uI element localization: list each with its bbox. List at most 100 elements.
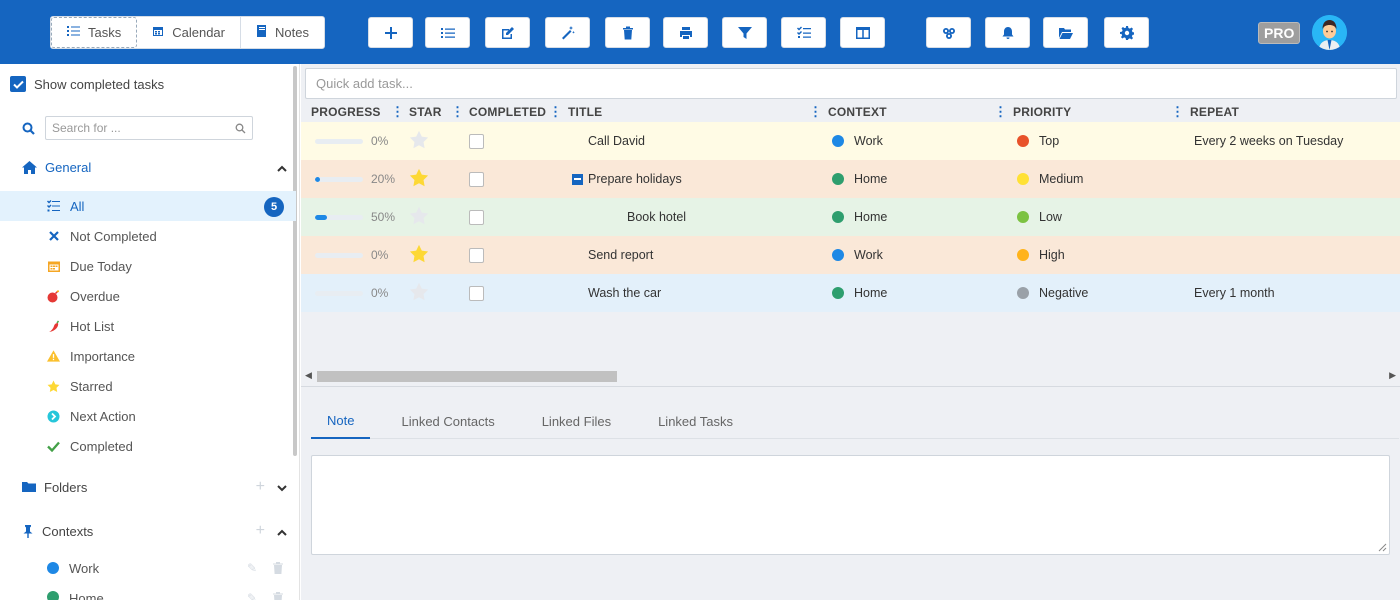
- scroll-right-icon[interactable]: ▶: [1389, 370, 1396, 380]
- priority-cell[interactable]: Low: [1017, 198, 1062, 236]
- filter-button[interactable]: [722, 17, 767, 48]
- column-menu-icon[interactable]: ⋮: [451, 104, 464, 119]
- delete-button[interactable]: [605, 17, 650, 48]
- chevron-down-icon[interactable]: [277, 480, 287, 495]
- chevron-up-icon[interactable]: [277, 524, 287, 539]
- title-cell[interactable]: Wash the car: [572, 274, 661, 312]
- completed-cell[interactable]: [469, 198, 484, 236]
- horizontal-scrollbar[interactable]: ◀ ▶: [301, 369, 1400, 383]
- title-cell[interactable]: Prepare holidays: [572, 160, 682, 198]
- progress-cell[interactable]: 20%: [315, 160, 395, 198]
- sidebar-item-not-completed[interactable]: Not Completed: [0, 221, 296, 251]
- completed-checkbox[interactable]: [469, 285, 484, 301]
- priority-cell[interactable]: High: [1017, 236, 1065, 274]
- column-menu-icon[interactable]: ⋮: [1171, 104, 1184, 119]
- add-task-button[interactable]: [368, 17, 413, 48]
- star-cell[interactable]: [409, 198, 429, 236]
- sidebar-context-work[interactable]: Work ✎: [0, 553, 296, 583]
- table-row[interactable]: 0% Wash the car Home Negative Every 1 month: [301, 274, 1400, 312]
- sidebar-scrollbar[interactable]: [293, 66, 297, 456]
- priority-cell[interactable]: Top: [1017, 122, 1059, 160]
- print-button[interactable]: [663, 17, 708, 48]
- sidebar-item-overdue[interactable]: Overdue: [0, 281, 296, 311]
- edit-icon[interactable]: ✎: [247, 591, 258, 600]
- star-icon[interactable]: [409, 206, 429, 229]
- title-cell[interactable]: Call David: [572, 122, 645, 160]
- sidebar-item-hot-list[interactable]: Hot List: [0, 311, 296, 341]
- show-completed-toggle[interactable]: Show completed tasks: [10, 76, 164, 92]
- sidebar-item-all[interactable]: All 5: [0, 191, 296, 221]
- quick-add-input[interactable]: Quick add task...: [305, 68, 1397, 99]
- section-folders[interactable]: Folders +: [22, 478, 287, 496]
- tab-calendar[interactable]: Calendar: [137, 17, 241, 48]
- star-icon[interactable]: [409, 130, 429, 153]
- table-row[interactable]: 0% Call David Work Top Every 2 weeks on Tues…: [301, 122, 1400, 160]
- star-cell[interactable]: [409, 122, 429, 160]
- open-folder-button[interactable]: [1043, 17, 1088, 48]
- resize-handle-icon[interactable]: [1378, 543, 1387, 552]
- trash-icon[interactable]: [273, 562, 283, 577]
- tab-linked-contacts[interactable]: Linked Contacts: [401, 414, 495, 429]
- column-header-progress[interactable]: PROGRESS: [311, 105, 381, 119]
- progress-cell[interactable]: 0%: [315, 122, 388, 160]
- column-menu-icon[interactable]: ⋮: [391, 104, 404, 119]
- add-folder-icon[interactable]: +: [255, 478, 265, 495]
- context-cell[interactable]: Home: [832, 198, 887, 236]
- progress-cell[interactable]: 0%: [315, 236, 388, 274]
- completed-cell[interactable]: [469, 160, 484, 198]
- sidebar-item-completed[interactable]: Completed: [0, 431, 296, 461]
- repeat-cell[interactable]: Every 1 month: [1194, 274, 1275, 312]
- completed-checkbox[interactable]: [469, 209, 484, 225]
- search-field-icon[interactable]: [235, 123, 246, 134]
- star-cell[interactable]: [409, 160, 429, 198]
- star-icon[interactable]: [409, 282, 429, 305]
- repeat-cell[interactable]: Every 2 weeks on Tuesday: [1194, 122, 1343, 160]
- show-completed-checkbox[interactable]: [10, 76, 26, 92]
- star-cell[interactable]: [409, 274, 429, 312]
- column-header-context[interactable]: CONTEXT: [828, 105, 887, 119]
- pro-badge[interactable]: PRO: [1258, 22, 1301, 44]
- column-header-priority[interactable]: PRIORITY: [1013, 105, 1072, 119]
- scrollbar-thumb[interactable]: [317, 371, 617, 382]
- progress-cell[interactable]: 0%: [315, 274, 388, 312]
- table-row[interactable]: 50% Book hotel Home Low: [301, 198, 1400, 236]
- columns-button[interactable]: [840, 17, 885, 48]
- column-menu-icon[interactable]: ⋮: [994, 104, 1007, 119]
- edit-icon[interactable]: ✎: [247, 561, 258, 575]
- tab-notes[interactable]: Notes: [241, 17, 324, 48]
- context-cell[interactable]: Home: [832, 274, 887, 312]
- completed-checkbox[interactable]: [469, 133, 484, 149]
- collapse-icon[interactable]: [572, 173, 583, 185]
- checklist-button[interactable]: [781, 17, 826, 48]
- list-view-button[interactable]: [425, 17, 470, 48]
- column-header-star[interactable]: STAR: [409, 105, 442, 119]
- context-cell[interactable]: Work: [832, 122, 883, 160]
- scroll-left-icon[interactable]: ◀: [305, 370, 312, 380]
- context-cell[interactable]: Work: [832, 236, 883, 274]
- sidebar-item-importance[interactable]: Importance: [0, 341, 296, 371]
- add-context-icon[interactable]: +: [255, 522, 265, 539]
- avatar[interactable]: [1312, 15, 1347, 50]
- priority-cell[interactable]: Medium: [1017, 160, 1083, 198]
- completed-cell[interactable]: [469, 122, 484, 160]
- section-contexts[interactable]: Contexts +: [22, 522, 287, 540]
- tab-note[interactable]: Note: [311, 404, 371, 439]
- column-menu-icon[interactable]: ⋮: [809, 104, 822, 119]
- tab-linked-tasks[interactable]: Linked Tasks: [658, 414, 733, 429]
- trash-icon[interactable]: [273, 592, 283, 600]
- star-icon[interactable]: [409, 244, 429, 267]
- sidebar-item-due-today[interactable]: Due Today: [0, 251, 296, 281]
- title-cell[interactable]: Book hotel: [611, 198, 686, 236]
- sidebar-item-next-action[interactable]: Next Action: [0, 401, 296, 431]
- sync-button[interactable]: [926, 17, 971, 48]
- chevron-up-icon[interactable]: [277, 160, 287, 175]
- section-general[interactable]: General: [22, 160, 287, 175]
- star-cell[interactable]: [409, 236, 429, 274]
- tab-linked-files[interactable]: Linked Files: [541, 414, 612, 429]
- search-input[interactable]: Search for ...: [45, 116, 253, 140]
- table-row[interactable]: 0% Send report Work High: [301, 236, 1400, 274]
- note-textarea[interactable]: [311, 455, 1390, 555]
- context-cell[interactable]: Home: [832, 160, 887, 198]
- completed-checkbox[interactable]: [469, 171, 484, 187]
- column-header-title[interactable]: TITLE: [568, 105, 603, 119]
